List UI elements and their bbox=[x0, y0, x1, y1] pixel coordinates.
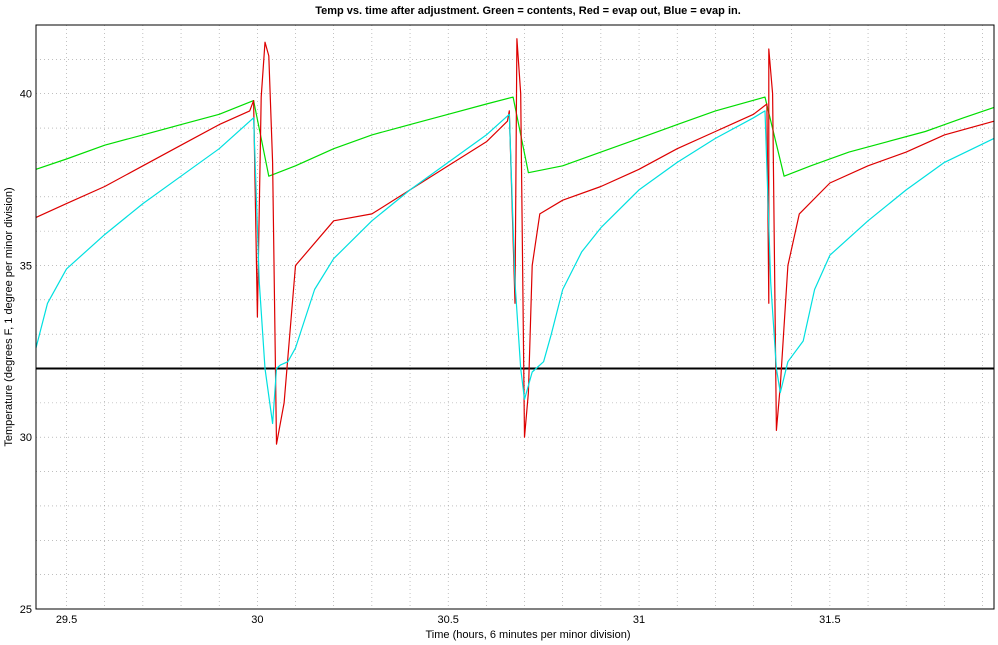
y-axis-label: Temperature (degrees F, 1 degree per min… bbox=[3, 187, 15, 446]
y-tick-label: 30 bbox=[20, 432, 32, 444]
grid bbox=[36, 25, 994, 609]
x-axis-label: Time (hours, 6 minutes per minor divisio… bbox=[426, 629, 631, 641]
x-tick-label: 31.5 bbox=[819, 614, 840, 626]
x-tick-label: 30.5 bbox=[437, 614, 458, 626]
y-tick-label: 35 bbox=[20, 260, 32, 272]
x-tick-label: 31 bbox=[633, 614, 645, 626]
plot-frame bbox=[35, 24, 995, 610]
y-tick-label: 25 bbox=[20, 604, 32, 616]
tick-labels: 29.5 30 30.5 31 31.5 25 30 35 40 bbox=[20, 89, 841, 626]
series-line-0 bbox=[35, 96, 995, 177]
chart-title: Temp vs. time after adjustment. Green = … bbox=[315, 5, 741, 17]
series-line-1 bbox=[35, 38, 995, 445]
series-line-2 bbox=[35, 110, 995, 425]
x-tick-label: 30 bbox=[251, 614, 263, 626]
x-tick-label: 29.5 bbox=[56, 614, 77, 626]
series-group bbox=[35, 38, 995, 445]
y-tick-label: 40 bbox=[20, 89, 32, 101]
